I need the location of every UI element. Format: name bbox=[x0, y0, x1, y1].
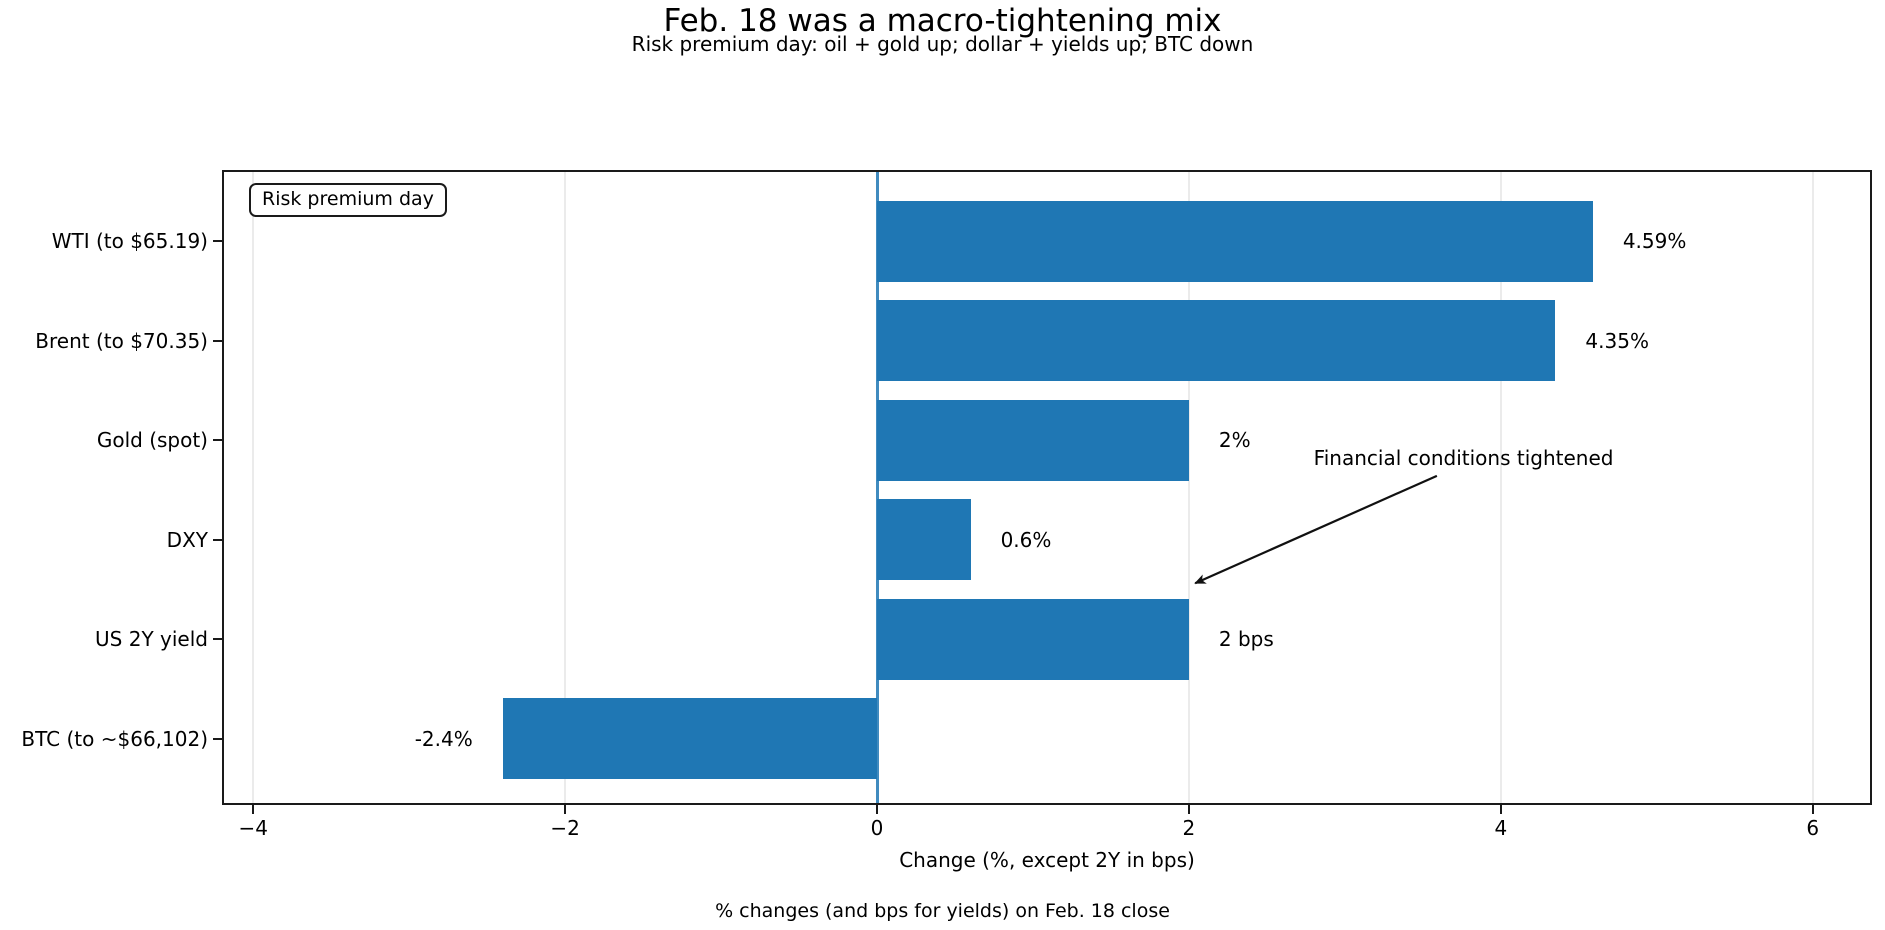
gridline bbox=[1811, 170, 1814, 805]
y-tick-label: Gold (spot) bbox=[96, 428, 208, 452]
chart-footer: % changes (and bps for yields) on Feb. 1… bbox=[715, 900, 1170, 922]
y-tick-mark bbox=[213, 638, 222, 640]
y-tick-label: Brent (to $70.35) bbox=[35, 328, 208, 353]
bar bbox=[877, 300, 1556, 381]
gridline bbox=[564, 170, 567, 805]
annotation-label: Financial conditions tightened bbox=[1313, 445, 1614, 470]
bar bbox=[502, 698, 877, 779]
y-tick-label: US 2Y yield bbox=[95, 627, 208, 651]
x-tick-label: 6 bbox=[1806, 816, 1820, 840]
bar-value-label: 0.6% bbox=[1000, 527, 1052, 552]
x-tick-mark bbox=[1187, 805, 1190, 814]
y-tick-label: WTI (to $65.19) bbox=[51, 229, 208, 253]
x-tick-mark bbox=[1499, 805, 1502, 814]
x-tick-mark bbox=[252, 805, 255, 814]
bar bbox=[877, 499, 971, 580]
x-tick-label: 4 bbox=[1494, 816, 1508, 840]
legend-label: Risk premium day bbox=[262, 188, 434, 210]
y-tick-mark bbox=[213, 240, 222, 242]
x-tick-label: −4 bbox=[238, 816, 268, 840]
y-tick-mark bbox=[213, 737, 222, 740]
bar bbox=[877, 200, 1593, 282]
x-tick-label: −2 bbox=[550, 816, 580, 840]
x-tick-label: 2 bbox=[1182, 816, 1196, 840]
y-tick-label: BTC (to ~$66,102) bbox=[21, 726, 208, 751]
y-tick-mark bbox=[213, 439, 222, 441]
x-tick-mark bbox=[564, 805, 567, 814]
bar-value-label: -2.4% bbox=[414, 726, 473, 751]
chart-subtitle: Risk premium day: oil + gold up; dollar … bbox=[631, 32, 1254, 56]
bar-value-label: 4.35% bbox=[1585, 328, 1649, 353]
bar bbox=[877, 598, 1189, 680]
x-tick-mark bbox=[876, 805, 878, 814]
gridline bbox=[1499, 170, 1502, 805]
x-axis-label: Change (%, except 2Y in bps) bbox=[899, 848, 1195, 872]
bar-value-label: 2% bbox=[1218, 428, 1251, 452]
gridline bbox=[252, 170, 255, 805]
bar-value-label: 2 bps bbox=[1218, 627, 1274, 651]
chart-title: Feb. 18 was a macro-tightening mix bbox=[663, 3, 1222, 39]
bar-value-label: 4.59% bbox=[1622, 229, 1687, 253]
bar bbox=[877, 399, 1189, 481]
legend-box: Risk premium day bbox=[249, 183, 447, 217]
y-tick-label: DXY bbox=[166, 527, 208, 552]
y-tick-mark bbox=[213, 339, 222, 342]
y-tick-mark bbox=[213, 538, 222, 541]
zero-line bbox=[875, 170, 879, 805]
gridline bbox=[1187, 170, 1190, 805]
x-tick-mark bbox=[1811, 805, 1814, 814]
x-tick-label: 0 bbox=[870, 816, 884, 840]
